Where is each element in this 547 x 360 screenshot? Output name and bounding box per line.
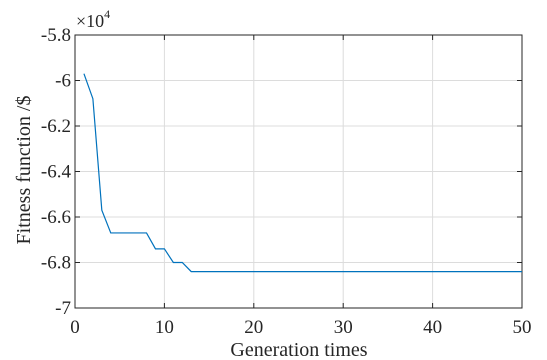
y-tick-label-0: -5.8 [41,25,71,46]
x-tick-label-4: 40 [423,317,442,338]
y-exponent-label: ×104 [76,7,110,31]
x-tick-label-5: 50 [513,317,532,338]
ticks [74,34,523,309]
x-tick-label-0: 0 [70,317,80,338]
series-line [83,73,522,273]
y-tick-label-1: -6 [55,71,71,92]
y-tick-label-6: -7 [55,298,71,319]
y-tick-label-4: -6.6 [41,207,71,228]
y-tick-label-2: -6.2 [41,116,71,137]
y-exponent-power: 4 [104,7,110,21]
y-tick-label-3: -6.4 [41,162,72,183]
y-exponent-base: ×10 [76,11,104,31]
tick-labels: 0 10 20 30 40 50 -5.8 -6 -6.2 -6.4 -6.6 -6.8 -7 [41,25,532,338]
grid [75,35,522,308]
x-tick-label-2: 20 [244,317,263,338]
x-tick-label-3: 30 [334,317,353,338]
y-axis-label: Fitness function /$ [13,96,35,245]
x-axis-label: Generation times [230,339,367,360]
y-tick-label-5: -6.8 [41,253,71,274]
x-tick-label-1: 10 [155,317,174,338]
